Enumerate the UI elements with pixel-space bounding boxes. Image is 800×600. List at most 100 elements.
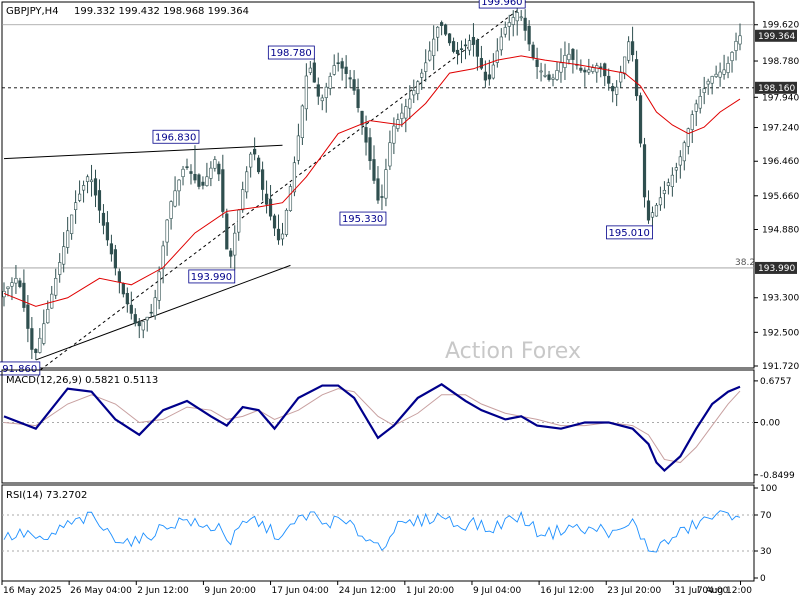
candle-body [619, 71, 623, 83]
candle-body [66, 230, 70, 248]
candle-body [6, 286, 10, 289]
candle-body [181, 168, 185, 177]
candle-body [420, 72, 424, 78]
candle-body [499, 36, 503, 51]
candle-body [376, 178, 380, 201]
macd-panel: MACD(12,26,9) 0.5821 0.5113 0.6757 0.00 -0… [1, 369, 795, 484]
macd-series-line [3, 388, 741, 464]
candle-body [451, 41, 456, 52]
candle-body [30, 328, 34, 350]
candle-body [300, 105, 304, 139]
candle-body [257, 157, 261, 173]
candle-body [583, 69, 587, 73]
candle-body [58, 262, 62, 275]
time-tick-label: 24 Jun 12:00 [339, 586, 396, 596]
annotations: 191.860 196.830 193.990 198.780 195.330 199.9… [0, 0, 653, 376]
level-tag-bg [755, 261, 797, 274]
candle-body [519, 16, 523, 19]
swing-label-box [0, 361, 41, 376]
candle-body [495, 50, 499, 63]
swing-label: 195.330 [342, 214, 383, 225]
candle-body [539, 70, 543, 73]
time-tick-label: 2 Jun 12:00 [137, 586, 189, 596]
candle-body [46, 309, 50, 324]
swing-label-box [606, 225, 653, 240]
candle-body [93, 178, 98, 196]
candle-body [324, 86, 328, 98]
candle-body [698, 96, 702, 109]
candle-body [85, 176, 90, 182]
price-tick-label: 192.500 [762, 328, 799, 338]
candle-body [42, 323, 46, 344]
candle-body [332, 65, 336, 75]
macd-panel-frame [1, 369, 755, 484]
candle-body [527, 25, 531, 45]
candle-body [412, 90, 416, 96]
candle-body [523, 17, 527, 31]
candle-body [185, 166, 189, 168]
candle-body [682, 142, 686, 162]
candle-body [249, 153, 253, 168]
candle-body [221, 169, 225, 212]
candle-body [507, 22, 511, 27]
candle-body [308, 67, 312, 73]
candle-body [611, 86, 615, 92]
candle-body [392, 125, 396, 144]
swing-label: 193.990 [191, 272, 232, 283]
trendlines [3, 10, 518, 374]
macd-tick-label: -0.8499 [760, 471, 795, 481]
candle-body [193, 173, 197, 181]
swing-label-box [339, 211, 387, 226]
candle-body [447, 33, 452, 44]
swing-label: 198.780 [270, 48, 311, 59]
rsi-axis: 100 70 30 0 [754, 484, 777, 584]
candle-body [348, 77, 352, 80]
candle-body [702, 88, 706, 93]
price-tick-label: 191.720 [762, 362, 799, 372]
candle-body [686, 128, 690, 147]
candle-body [440, 22, 444, 26]
current-price-label: 199.364 [758, 32, 795, 42]
candle-body [137, 322, 141, 327]
candle-body [113, 249, 117, 269]
candle-body [706, 80, 710, 85]
time-tick-label: 7 Aug 12:00 [697, 586, 752, 596]
candle-body [105, 222, 110, 241]
price-axis: 199.620 198.780 197.940 197.240 196.460 195.6… [754, 21, 799, 372]
candle-body [638, 95, 643, 144]
candle-body [260, 169, 265, 190]
swing-label: 195.010 [608, 228, 649, 239]
fib-level-label: 38.2 [735, 258, 755, 268]
candle-body [117, 271, 121, 283]
moving-average [3, 55, 741, 307]
candle-body [372, 159, 376, 181]
candle-body [129, 304, 133, 314]
candle-body [225, 213, 229, 250]
candle-body [201, 181, 205, 186]
candle-body [424, 62, 428, 72]
candle-body [133, 314, 137, 324]
time-tick-label: 9 Jun 20:00 [204, 586, 256, 596]
candle-body [197, 174, 201, 187]
candle-body [352, 79, 356, 91]
candle-body [690, 114, 694, 130]
candle-body [70, 214, 74, 234]
candle-body [312, 62, 316, 83]
candle-body [547, 74, 551, 80]
candle-body [344, 66, 348, 74]
candle-body [404, 106, 408, 119]
candle-body [241, 189, 245, 211]
candle-body [487, 74, 491, 80]
level-tag-label: 193.990 [758, 264, 795, 274]
candle-body [280, 233, 285, 240]
watermark: Action Forex [445, 339, 581, 364]
candle-body [455, 49, 460, 54]
candle-body [710, 76, 714, 84]
price-tick-label: 199.620 [762, 21, 799, 31]
candle-body [595, 65, 599, 73]
candle-body [694, 103, 698, 112]
swing-label-box [152, 129, 200, 144]
candle-body [10, 282, 14, 287]
